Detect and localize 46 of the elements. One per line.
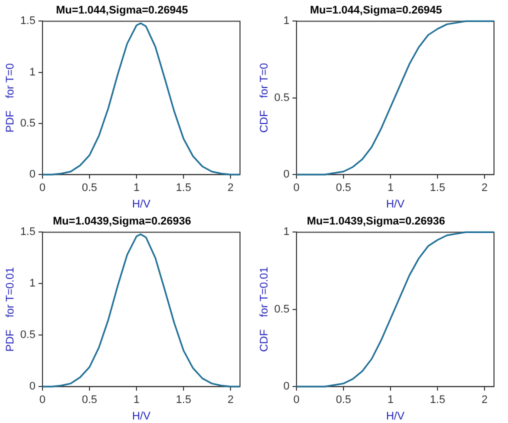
y-axis-title: CDF for T=0.01 bbox=[258, 266, 271, 352]
y-axis-title: CDF for T=0 bbox=[258, 63, 271, 133]
y-tick-label: 0.5 bbox=[20, 118, 36, 130]
y-tick-label: 1 bbox=[29, 278, 36, 290]
x-tick-label: 2 bbox=[228, 182, 234, 194]
x-tick-label: 1.5 bbox=[176, 182, 192, 194]
chart-title: Mu=1.0439,Sigma=0.26936 bbox=[306, 216, 446, 228]
y-tick-label: 0.5 bbox=[20, 329, 36, 342]
x-axis-title: H/V bbox=[386, 410, 406, 422]
x-axis-title: H/V bbox=[132, 410, 152, 422]
x-tick-label: 0.5 bbox=[336, 394, 352, 406]
x-tick-label: 1 bbox=[387, 394, 394, 406]
x-tick-label: 1.5 bbox=[176, 394, 192, 406]
x-tick-label: 1 bbox=[133, 394, 140, 406]
chart-title: Mu=1.044,Sigma=0.26945 bbox=[56, 4, 188, 17]
y-axis-title: PDF for T=0.01 bbox=[4, 267, 17, 352]
y-tick-label: 0 bbox=[283, 168, 290, 181]
y-tick-label: 0.5 bbox=[274, 303, 290, 316]
x-tick-label: 2 bbox=[228, 394, 234, 406]
x-axis-title: H/V bbox=[386, 198, 406, 210]
y-axis-title: PDF for T=0 bbox=[4, 63, 17, 132]
x-tick-label: 0.5 bbox=[336, 182, 352, 194]
x-tick-label: 0.5 bbox=[82, 182, 98, 194]
y-tick-label: 1.5 bbox=[20, 226, 36, 238]
y-tick-label: 0 bbox=[29, 168, 36, 181]
x-tick-label: 2 bbox=[482, 182, 488, 194]
x-tick-label: 1.5 bbox=[430, 394, 446, 406]
x-tick-label: 0 bbox=[293, 394, 300, 406]
y-tick-label: 1 bbox=[283, 15, 290, 28]
x-tick-label: 1.5 bbox=[430, 182, 446, 194]
x-tick-label: 0 bbox=[39, 394, 46, 406]
y-tick-label: 0.5 bbox=[274, 92, 290, 104]
x-tick-label: 0.5 bbox=[82, 394, 98, 406]
chart-title: Mu=1.044,Sigma=0.26945 bbox=[310, 4, 442, 17]
x-tick-label: 1 bbox=[387, 182, 394, 194]
x-tick-label: 1 bbox=[133, 182, 140, 194]
y-tick-label: 1.5 bbox=[20, 15, 36, 28]
y-tick-label: 0 bbox=[283, 380, 290, 393]
y-tick-label: 0 bbox=[29, 380, 36, 393]
x-axis-title: H/V bbox=[132, 198, 152, 210]
x-tick-label: 0 bbox=[293, 182, 300, 194]
y-tick-label: 1 bbox=[29, 66, 36, 78]
y-tick-label: 1 bbox=[283, 226, 290, 238]
x-tick-label: 2 bbox=[482, 394, 488, 406]
chart-title: Mu=1.0439,Sigma=0.26936 bbox=[52, 216, 192, 228]
x-tick-label: 0 bbox=[39, 182, 46, 194]
